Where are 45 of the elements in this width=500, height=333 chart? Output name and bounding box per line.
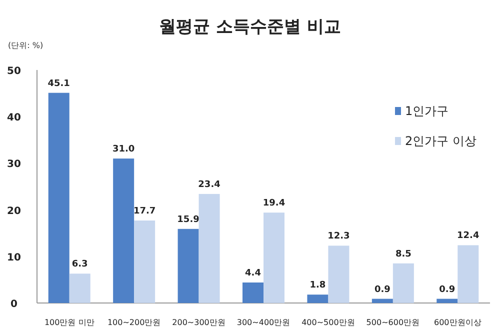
data-label: 6.3 bbox=[72, 260, 88, 270]
bar bbox=[264, 212, 284, 303]
data-label: 45.1 bbox=[48, 78, 70, 89]
bar bbox=[328, 246, 350, 303]
x-tick-label: 100~200만원 bbox=[107, 318, 161, 327]
bar bbox=[458, 245, 479, 303]
legend-label: 1인가구 bbox=[405, 104, 449, 118]
data-label: 8.5 bbox=[395, 249, 412, 260]
data-label: 23.4 bbox=[198, 180, 220, 190]
bar bbox=[48, 92, 70, 303]
y-tick-label: 30 bbox=[7, 159, 21, 170]
bar bbox=[178, 228, 199, 303]
data-label: 12.3 bbox=[328, 232, 350, 242]
bar bbox=[242, 282, 264, 303]
data-label: 12.4 bbox=[457, 231, 480, 242]
y-tick-label: 50 bbox=[7, 66, 21, 77]
x-tick-label: 400~500만원 bbox=[302, 318, 355, 327]
data-label: 0.9 bbox=[374, 284, 390, 295]
y-tick-label: 0 bbox=[10, 299, 18, 310]
bar bbox=[307, 294, 328, 303]
data-label: 31.0 bbox=[112, 144, 135, 155]
bar bbox=[198, 194, 220, 303]
x-tick-label: 600만원이상 bbox=[434, 318, 482, 327]
y-tick-label: 20 bbox=[7, 206, 21, 217]
legend-label: 2인가구 이상 bbox=[405, 134, 476, 148]
bar bbox=[134, 220, 156, 303]
data-label: 15.9 bbox=[177, 214, 200, 225]
chart-title: 월평균 소득수준별 비교 bbox=[159, 17, 341, 37]
data-label: 4.4 bbox=[245, 268, 261, 278]
bar bbox=[69, 274, 90, 303]
x-tick-label: 500~600만원 bbox=[366, 318, 420, 327]
bar bbox=[436, 298, 458, 303]
x-tick-label: 100만원 미만 bbox=[44, 318, 94, 327]
data-label: 17.7 bbox=[133, 206, 156, 217]
bar bbox=[372, 298, 393, 303]
data-label: 19.4 bbox=[262, 198, 286, 209]
bar bbox=[392, 263, 414, 303]
text: (단위: %) bbox=[8, 41, 44, 50]
y-tick-label: 40 bbox=[7, 112, 21, 124]
x-tick-label: 200~300만원 bbox=[172, 318, 226, 327]
x-tick-label: 300~400만원 bbox=[236, 318, 290, 327]
data-label: 0.9 bbox=[439, 284, 456, 295]
bar bbox=[113, 158, 134, 303]
data-label: 1.8 bbox=[310, 280, 326, 291]
y-tick-label: 10 bbox=[7, 252, 21, 264]
